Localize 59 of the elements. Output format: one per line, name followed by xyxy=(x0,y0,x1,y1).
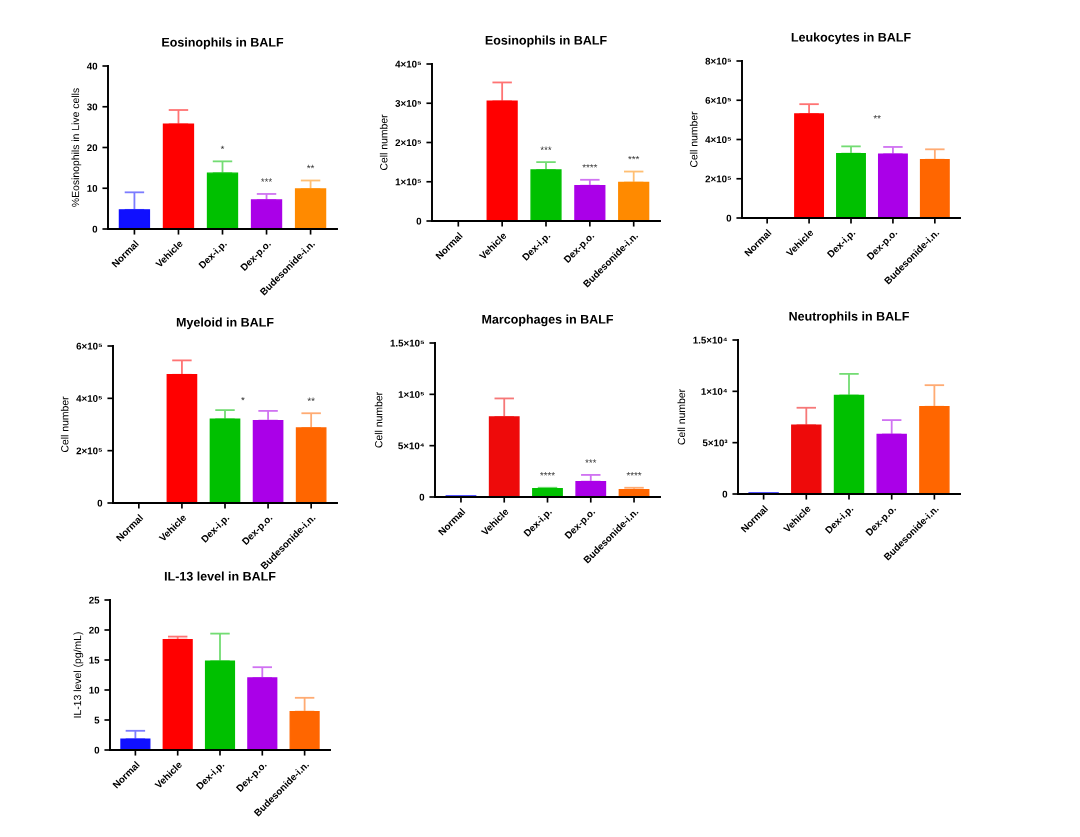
chart-title: Myeloid in BALF xyxy=(176,317,274,330)
y-tick-label: 25 xyxy=(89,596,100,604)
y-axis-title: Cell number xyxy=(689,111,698,168)
annotation: **** xyxy=(626,472,642,476)
y-tick-label: 15 xyxy=(89,656,100,664)
chart-title: Neutrophils in BALF xyxy=(789,311,909,324)
y-axis-title: %Eosinophils in Live cells xyxy=(71,88,82,207)
y-tick-label: 0 xyxy=(726,214,732,222)
annotation: * xyxy=(241,396,245,401)
annotation: ** xyxy=(307,397,315,402)
y-tick-label: 5×10³ xyxy=(702,439,728,447)
y-tick-label: 40 xyxy=(86,62,98,70)
y-axis-title: IL-13 level (pg/mL) xyxy=(73,632,84,718)
y-tick-label: 1×10⁵ xyxy=(395,178,421,186)
y-tick-label: 20 xyxy=(87,144,98,152)
annotation: *** xyxy=(585,459,597,463)
y-tick-label: 1×10⁵ xyxy=(398,391,424,398)
y-tick-label: 2×10⁵ xyxy=(705,175,731,183)
chart-title: Eosinophils in BALF xyxy=(162,37,284,50)
annotation: *** xyxy=(628,155,640,160)
annotation: **** xyxy=(582,164,598,168)
chart-title: IL-13 level in BALF xyxy=(164,571,276,581)
annotation: ** xyxy=(873,115,881,119)
annotation: ** xyxy=(306,164,315,169)
y-tick-label: 3×10⁵ xyxy=(395,99,421,107)
y-tick-label: 0 xyxy=(97,499,103,507)
y-tick-label: 30 xyxy=(86,103,98,111)
annotation: **** xyxy=(540,472,555,476)
y-axis-title: Cell number xyxy=(677,389,686,445)
y-tick-label: 10 xyxy=(89,686,100,694)
y-tick-label: 5 xyxy=(94,716,100,724)
annotation: * xyxy=(220,145,225,150)
annotation: *** xyxy=(261,178,273,182)
annotation: *** xyxy=(540,146,552,150)
chart-title: Marcophages in BALF xyxy=(482,314,614,327)
y-tick-label: 5×10⁴ xyxy=(398,442,425,450)
y-tick-label: 2×10⁵ xyxy=(76,447,102,455)
y-tick-label: 4×10⁵ xyxy=(395,60,421,68)
y-tick-label: 0 xyxy=(419,493,425,501)
chart-title: Eosinophils in BALF xyxy=(485,35,607,48)
y-tick-label: 4×10⁵ xyxy=(705,136,731,144)
y-tick-label: 8×10⁵ xyxy=(705,57,731,65)
y-tick-label: 20 xyxy=(89,626,100,634)
y-tick-label: 1.5×10⁵ xyxy=(390,339,424,347)
y-axis-title: Cell number xyxy=(379,114,388,171)
y-axis-title: Cell number xyxy=(374,392,383,448)
y-tick-label: 6×10⁵ xyxy=(76,342,102,350)
y-tick-label: 0 xyxy=(92,225,98,233)
y-tick-label: 10 xyxy=(87,184,98,192)
y-tick-label: 1×10⁴ xyxy=(701,388,728,395)
y-tick-label: 6×10⁵ xyxy=(705,96,731,104)
y-tick-label: 4×10⁵ xyxy=(76,395,102,402)
chart-title: Leukocytes in BALF xyxy=(791,32,911,45)
y-tick-label: 0 xyxy=(722,490,728,498)
y-tick-label: 1.5×10⁴ xyxy=(693,336,728,344)
y-tick-label: 0 xyxy=(94,746,100,754)
y-axis-title: Cell number xyxy=(60,396,69,453)
y-tick-label: 0 xyxy=(416,217,422,225)
y-tick-label: 2×10⁵ xyxy=(395,139,421,147)
